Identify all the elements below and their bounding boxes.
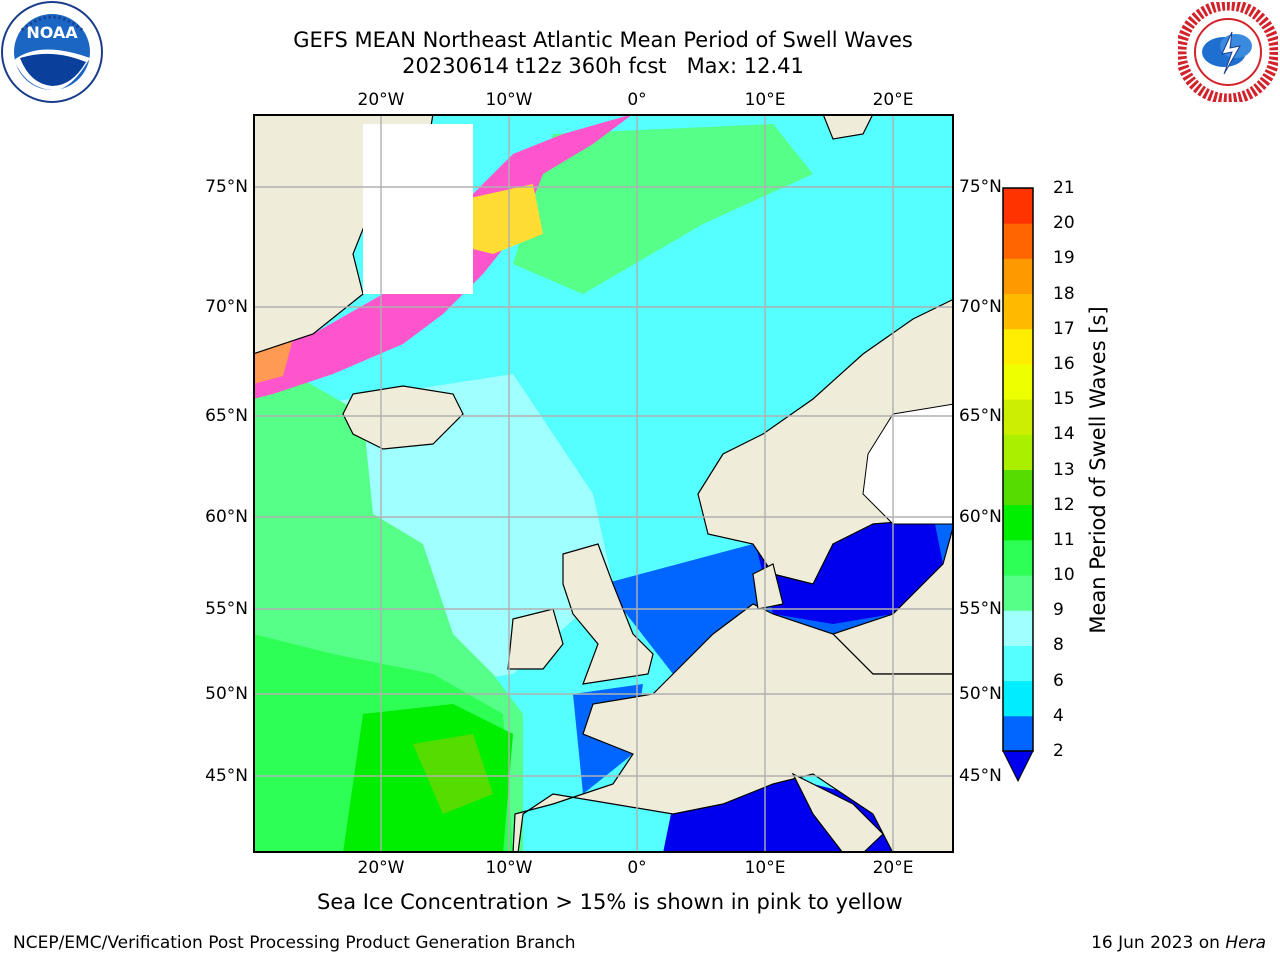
footer-timestamp: 16 Jun 2023 on Hera (1091, 933, 1266, 953)
colorbar-tick-label: 13 (1053, 459, 1075, 480)
colorbar-segment (1003, 223, 1033, 259)
footer-date: 16 Jun 2023 on (1091, 933, 1220, 953)
colorbar-segment (1003, 539, 1033, 576)
colorbar-segment (1003, 575, 1033, 611)
lon-tick-bottom: 0° (627, 858, 647, 878)
colorbar-segment (1003, 680, 1033, 717)
colorbar-tick-label: 14 (1053, 424, 1075, 445)
colorbar-tick-label: 10 (1053, 565, 1075, 586)
lat-tick-left: 45°N (205, 766, 248, 786)
lat-tick-left: 55°N (205, 599, 248, 619)
national-weather-service-logo (1178, 2, 1278, 102)
colorbar-tick-label: 17 (1053, 318, 1075, 339)
lon-tick-bottom: 20°W (357, 858, 405, 878)
colorbar-tick-label: 6 (1053, 670, 1064, 691)
colorbar-segment (1003, 363, 1033, 400)
colorbar-tick-label: 21 (1053, 178, 1075, 198)
lon-tick-bottom: 10°W (485, 858, 533, 878)
svg-text:NOAA: NOAA (26, 23, 78, 42)
noaa-logo: NOAA (1, 1, 103, 103)
swell-period-map[interactable] (253, 114, 954, 853)
lon-tick-top: 0° (627, 90, 647, 110)
lon-tick-bottom: 10°E (744, 858, 786, 878)
lat-tick-right: 65°N (959, 406, 1002, 426)
lon-tick-top: 20°W (357, 90, 405, 110)
lat-tick-right: 70°N (959, 297, 1002, 317)
sea-ice-note: Sea Ice Concentration > 15% is shown in … (317, 890, 903, 914)
footer-credit: NCEP/EMC/Verification Post Processing Pr… (13, 933, 576, 953)
colorbar-tick-label: 8 (1053, 635, 1064, 656)
colorbar-tick-label: 15 (1053, 389, 1075, 410)
colorbar-under-arrow (1002, 750, 1034, 783)
colorbar-segment (1003, 328, 1033, 365)
chart-subtitle: 20230614 t12z 360h fcst Max: 12.41 (402, 54, 804, 78)
lat-tick-right: 60°N (959, 507, 1002, 527)
colorbar-segment (1003, 258, 1033, 295)
yellow-green-patch (413, 734, 493, 814)
lat-tick-right: 50°N (959, 684, 1002, 704)
lon-tick-top: 10°E (744, 90, 786, 110)
lon-tick-top: 10°W (485, 90, 533, 110)
lat-tick-left: 65°N (205, 406, 248, 426)
denmark (752, 563, 784, 610)
lat-tick-left: 60°N (205, 507, 248, 527)
colorbar-segment (1003, 504, 1033, 541)
lat-tick-left: 75°N (205, 177, 248, 197)
lat-tick-left: 50°N (205, 684, 248, 704)
lat-tick-right: 75°N (959, 177, 1002, 197)
lat-tick-right: 45°N (959, 766, 1002, 786)
colorbar-segment (1003, 645, 1033, 682)
lat-tick-right: 55°N (959, 599, 1002, 619)
colorbar-segment (1003, 469, 1033, 506)
great-britain (562, 543, 654, 685)
colorbar-segment (1003, 610, 1033, 646)
colorbar-tick-label: 12 (1053, 494, 1075, 515)
iceland (342, 385, 464, 450)
lon-tick-top: 20°E (872, 90, 914, 110)
lon-tick-bottom: 20°E (872, 858, 914, 878)
colorbar-tick-label: 4 (1053, 705, 1064, 726)
colorbar-tick-label: 18 (1053, 283, 1075, 304)
lat-tick-left: 70°N (205, 297, 248, 317)
colorbar-segment (1003, 293, 1033, 330)
colorbar-tick-label: 2 (1053, 741, 1064, 761)
colorbar-tick-label: 11 (1053, 529, 1075, 550)
footer-host: Hera (1225, 933, 1266, 953)
greenland-ice-white (363, 124, 473, 294)
colorbar-segment (1003, 434, 1033, 470)
map-frame (253, 114, 954, 853)
colorbar-label: Mean Period of Swell Waves [s] (1086, 306, 1110, 634)
colorbar-tick-label: 9 (1053, 600, 1064, 621)
colorbar-tick-label: 16 (1053, 353, 1075, 374)
colorbar-tick-label: 20 (1053, 213, 1075, 234)
svalbard (822, 114, 874, 140)
italy (791, 772, 884, 853)
chart-title: GEFS MEAN Northeast Atlantic Mean Period… (293, 28, 913, 52)
colorbar-segment (1003, 399, 1033, 435)
colorbar-segment (1003, 715, 1033, 752)
colorbar-segment (1003, 188, 1033, 224)
colorbar (1002, 187, 1034, 783)
colorbar-tick-label: 19 (1053, 248, 1075, 269)
graticule (253, 114, 954, 853)
green-field-north (513, 124, 813, 294)
